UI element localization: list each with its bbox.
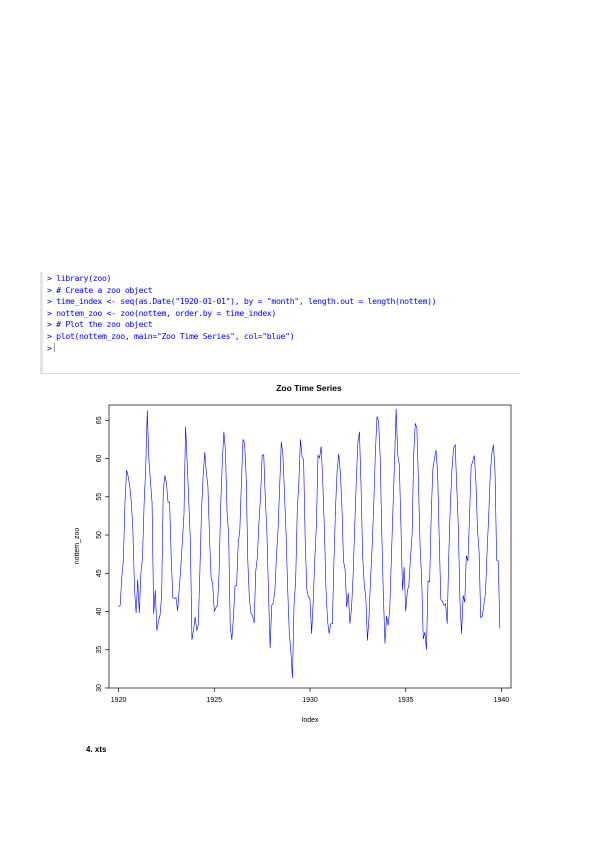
console-prompt: > <box>47 342 52 353</box>
text-cursor <box>53 342 55 352</box>
r-console[interactable]: > library(zoo) > # Create a zoo object >… <box>40 272 520 374</box>
console-line: > # Plot the zoo object <box>47 319 153 330</box>
y-tick-label: 30 <box>96 684 103 692</box>
y-tick-label: 50 <box>96 531 103 539</box>
y-tick-label: 60 <box>96 455 103 463</box>
x-tick-label: 1930 <box>302 697 318 704</box>
x-tick-label: 1920 <box>111 697 127 704</box>
y-axis: 30 35 40 45 50 55 60 65 <box>96 416 109 692</box>
y-tick-label: 45 <box>96 569 103 577</box>
console-prompt-line[interactable]: > <box>47 342 520 355</box>
chart-title: Zoo Time Series <box>276 383 342 393</box>
y-axis-label: nottem_zoo <box>74 528 81 565</box>
console-line: > # Create a zoo object <box>47 284 153 295</box>
y-tick-label: 35 <box>96 646 103 654</box>
console-line: > plot(nottem_zoo, main="Zoo Time Series… <box>47 330 295 341</box>
console-line: > time_index <- seq(as.Date("1920-01-01"… <box>47 296 437 307</box>
x-axis: 1920 1925 1930 1935 1940 <box>111 688 510 704</box>
series-line-nottem <box>118 408 501 679</box>
x-tick-label: 1935 <box>398 697 414 704</box>
x-axis-label: Index <box>301 717 319 724</box>
x-tick-label: 1925 <box>206 697 222 704</box>
y-tick-label: 40 <box>96 608 103 616</box>
console-line: > library(zoo) <box>47 273 112 283</box>
y-tick-label: 65 <box>96 416 103 424</box>
zoo-time-series-plot: Zoo Time Series 1920 1925 1930 1935 1940 303… <box>74 383 512 724</box>
x-tick-label: 1940 <box>494 697 510 704</box>
section-heading: 4. xts <box>86 745 107 754</box>
y-tick-label: 55 <box>96 493 103 501</box>
plot-frame <box>108 404 512 689</box>
console-line: > nottem_zoo <- zoo(nottem, order.by = t… <box>47 307 276 318</box>
